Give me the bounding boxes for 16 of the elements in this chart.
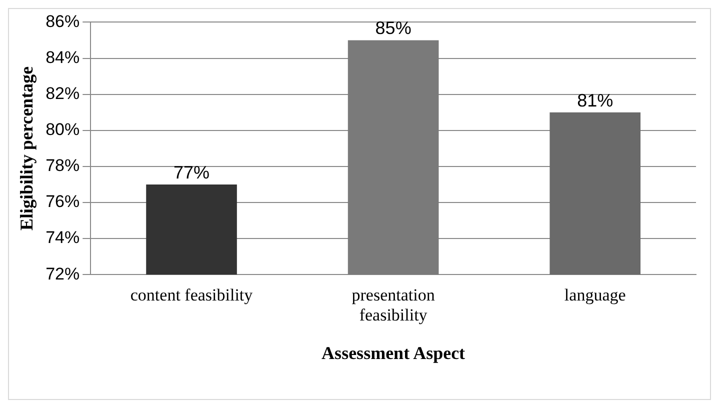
data-label: 81%	[577, 90, 614, 110]
y-tick-label: 80%	[46, 120, 80, 140]
y-tick-label: 78%	[46, 156, 80, 176]
x-tick-label: presentation feasibility	[352, 285, 436, 325]
data-label: 77%	[174, 162, 210, 182]
y-axis-title: Eligibility percentage	[16, 66, 36, 230]
data-label: 85%	[375, 18, 412, 38]
y-tick-label: 82%	[46, 84, 80, 103]
y-tick-label: 84%	[46, 48, 80, 67]
y-tick-label: 74%	[46, 228, 80, 248]
x-tick-label: content feasibility	[130, 285, 254, 304]
y-tick-label: 86%	[46, 12, 80, 31]
x-axis-title: Assessment Aspect	[322, 342, 466, 363]
y-tick-label: 72%	[46, 264, 80, 284]
x-tick-label: language	[564, 285, 626, 304]
y-tick-label: 76%	[46, 192, 80, 212]
